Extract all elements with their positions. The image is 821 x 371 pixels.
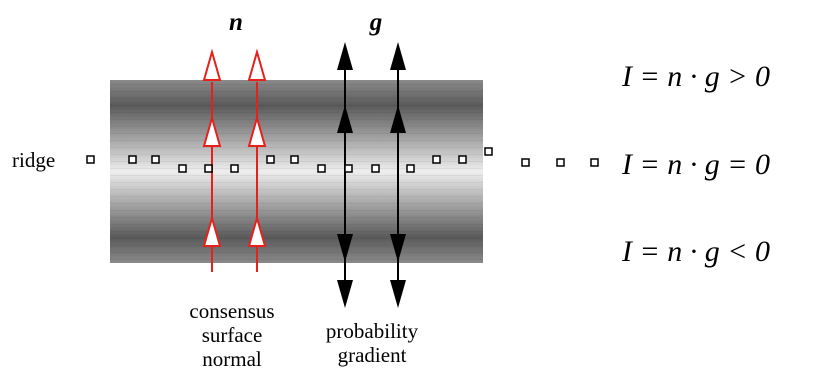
ridge-marker-icon xyxy=(151,155,160,164)
normal-arrowhead-icon xyxy=(202,48,222,81)
equation-negative: I = n · g < 0 xyxy=(621,235,770,268)
gradient-arrowhead-icon xyxy=(390,105,406,133)
ridge-marker-icon xyxy=(458,155,467,164)
ridge-marker-icon xyxy=(290,155,299,164)
gradient-arrowhead-icon xyxy=(337,280,353,308)
label-n: n xyxy=(229,9,243,36)
intensity-band-banding xyxy=(110,80,483,263)
ridge-markers xyxy=(86,147,599,173)
caption-consensus-line: consensus xyxy=(189,299,274,323)
caption-consensus-line: normal xyxy=(202,347,262,371)
caption-probability-line: probability xyxy=(326,319,419,343)
ridge-marker-icon xyxy=(484,147,493,156)
ridge-marker-icon xyxy=(406,164,415,173)
gradient-arrowhead-icon xyxy=(390,234,406,262)
normal-arrow-1 xyxy=(202,48,222,272)
normal-arrowhead-icon xyxy=(247,214,267,247)
ridge-marker-icon xyxy=(178,164,187,173)
caption-consensus-line: surface xyxy=(202,323,263,347)
ridge-marker-icon xyxy=(590,158,599,167)
normal-arrowhead-icon xyxy=(247,114,267,147)
ridge-marker-icon xyxy=(556,158,565,167)
ridge-marker-icon xyxy=(344,164,353,173)
ridge-marker-icon xyxy=(371,164,380,173)
caption-probability-line: gradient xyxy=(338,343,407,367)
gradient-arrowhead-icon xyxy=(337,42,353,70)
normal-arrowhead-icon xyxy=(202,214,222,247)
ridge-marker-icon xyxy=(317,164,326,173)
caption-consensus-surface-normal: consensus surface normal xyxy=(189,299,274,371)
ridge-marker-icon xyxy=(266,155,275,164)
normal-arrowhead-icon xyxy=(202,114,222,147)
ridge-marker-icon xyxy=(230,164,239,173)
gradient-arrowhead-icon xyxy=(390,42,406,70)
ridge-marker-icon xyxy=(204,164,213,173)
equation-positive: I = n · g > 0 xyxy=(621,60,770,93)
gradient-arrowhead-icon xyxy=(390,280,406,308)
label-g: g xyxy=(369,9,383,36)
ridge-label: ridge xyxy=(12,148,55,172)
ridge-marker-icon xyxy=(128,155,137,164)
normal-arrowhead-icon xyxy=(247,48,267,81)
gradient-arrow-1 xyxy=(337,42,353,308)
gradient-arrowhead-icon xyxy=(337,234,353,262)
ridge-marker-icon xyxy=(521,158,530,167)
caption-probability-gradient: probability gradient xyxy=(326,319,419,367)
gradient-arrow-2 xyxy=(390,42,406,308)
normal-arrow-2 xyxy=(247,48,267,272)
ridge-marker-icon xyxy=(86,155,95,164)
gradient-arrowhead-icon xyxy=(337,105,353,133)
ridge-marker-icon xyxy=(432,155,441,164)
equation-zero: I = n · g = 0 xyxy=(621,148,770,181)
